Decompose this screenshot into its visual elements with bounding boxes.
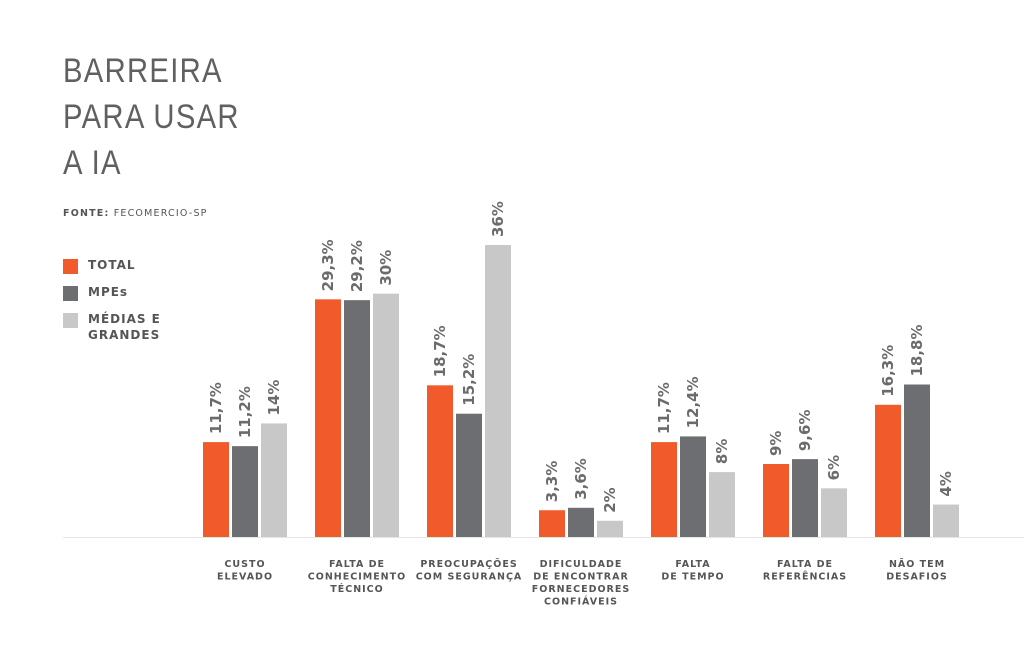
value-label-total: 3,3% xyxy=(543,461,561,503)
value-label-medias: 14% xyxy=(265,380,283,416)
value-label-medias: 8% xyxy=(713,439,731,464)
value-label-total: 18,7% xyxy=(431,325,449,377)
category-label: DIFICULDADE DE ENCONTRAR FORNECEDORES CONFI… xyxy=(532,559,630,608)
category-label: NÃO TEM DESAFIOS xyxy=(886,559,948,583)
chart-title: BARREIRA PARA USAR A IA xyxy=(63,48,240,186)
legend-swatch-mpes xyxy=(63,286,78,301)
bar-total xyxy=(539,510,565,537)
category-label: FALTA DE CONHECIMENTO TÉCNICO xyxy=(308,559,406,595)
value-label-medias: 2% xyxy=(601,487,619,512)
bar-total xyxy=(427,385,453,537)
bar-medias xyxy=(485,245,511,537)
bar-mpes xyxy=(680,436,706,537)
bar-medias xyxy=(373,293,399,537)
source-note: FONTE: FECOMERCIO-SP xyxy=(63,208,208,219)
value-label-total: 9% xyxy=(767,431,785,456)
bar-medias xyxy=(821,488,847,537)
bar-mpes xyxy=(792,459,818,537)
value-label-mpes: 29,2% xyxy=(348,240,366,292)
value-label-total: 16,3% xyxy=(879,345,897,397)
bar-medias xyxy=(597,520,623,537)
bar-medias xyxy=(933,504,959,537)
bar-mpes xyxy=(904,384,930,537)
value-label-mpes: 11,2% xyxy=(236,386,254,438)
bar-mpes xyxy=(456,413,482,537)
value-label-medias: 36% xyxy=(489,201,507,237)
value-label-total: 11,7% xyxy=(655,382,673,434)
legend-label-mpes: MPEs xyxy=(88,285,129,299)
category-label: CUSTO ELEVADO xyxy=(217,559,273,583)
bar-mpes xyxy=(344,300,370,537)
bar-total xyxy=(203,442,229,537)
value-label-medias: 30% xyxy=(377,250,395,286)
value-label-medias: 4% xyxy=(937,471,955,496)
legend-swatch-total xyxy=(63,259,78,274)
value-label-total: 11,7% xyxy=(207,382,225,434)
value-label-total: 29,3% xyxy=(319,239,337,291)
category-label: PREOCUPAÇÕES COM SEGURANÇA xyxy=(416,558,523,583)
bar-medias xyxy=(709,472,735,537)
title-line-1: BARREIRA xyxy=(63,52,223,90)
bar-medias xyxy=(261,423,287,537)
legend-label-total: TOTAL xyxy=(88,258,136,272)
legend-item-medias: MÉDIAS E GRANDES xyxy=(63,311,198,343)
bar-mpes xyxy=(568,507,594,537)
legend-label-medias: MÉDIAS E GRANDES xyxy=(88,312,161,342)
bar-mpes xyxy=(232,446,258,537)
legend-item-total: TOTAL xyxy=(63,257,198,274)
bar-total xyxy=(763,464,789,537)
title-line-3: A IA xyxy=(63,144,122,182)
value-label-mpes: 3,6% xyxy=(572,458,590,500)
value-label-mpes: 12,4% xyxy=(684,376,702,428)
bar-total xyxy=(875,404,901,537)
title-line-2: PARA USAR xyxy=(63,98,240,136)
value-label-mpes: 9,6% xyxy=(796,410,814,452)
value-label-mpes: 15,2% xyxy=(460,354,478,406)
category-label: FALTA DE TEMPO xyxy=(661,559,724,583)
legend: TOTAL MPEs MÉDIAS E GRANDES xyxy=(63,257,198,353)
bar-total xyxy=(651,442,677,537)
legend-item-mpes: MPEs xyxy=(63,284,198,301)
legend-swatch-medias xyxy=(63,313,78,328)
source-text: FECOMERCIO-SP xyxy=(113,208,208,219)
category-label: FALTA DE REFERÊNCIAS xyxy=(763,559,847,583)
value-label-mpes: 18,8% xyxy=(908,324,926,376)
source-label: FONTE: xyxy=(63,208,110,219)
value-label-medias: 6% xyxy=(825,455,843,480)
bar-total xyxy=(315,299,341,537)
